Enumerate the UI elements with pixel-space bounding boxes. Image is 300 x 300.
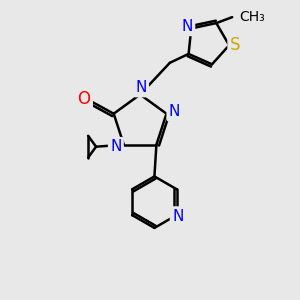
Text: CH₃: CH₃ xyxy=(239,10,265,24)
Text: N: N xyxy=(135,80,147,95)
Text: N: N xyxy=(110,139,122,154)
Text: N: N xyxy=(169,104,180,119)
Text: O: O xyxy=(77,90,91,108)
Text: N: N xyxy=(182,19,193,34)
Text: N: N xyxy=(172,208,183,224)
Text: S: S xyxy=(230,36,240,54)
